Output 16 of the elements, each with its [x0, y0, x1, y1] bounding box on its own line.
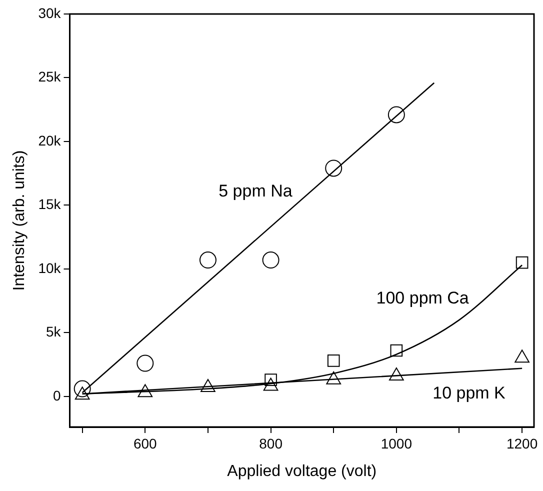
y-tick-label: 30k — [38, 4, 62, 21]
annotation: 100 ppm Ca — [376, 288, 470, 308]
y-tick-label: 25k — [38, 68, 62, 85]
x-tick-label: 600 — [133, 435, 158, 452]
y-tick-label: 0 — [52, 387, 61, 404]
annotation: 5 ppm Na — [218, 181, 293, 200]
y-tick-label: 20k — [38, 132, 62, 148]
x-tick-label: 800 — [259, 435, 283, 452]
y-axis-title: Intensity (arb. units) — [11, 150, 28, 291]
annotation: 10 ppm K — [432, 384, 506, 403]
y-tick-label: 15k — [38, 196, 62, 212]
x-axis-title: Applied voltage (volt) — [227, 462, 377, 480]
x-tick-label: 1200 — [506, 435, 538, 452]
x-tick-label: 1000 — [380, 435, 412, 452]
y-tick-label: 10k — [38, 260, 62, 276]
y-tick-label: 5k — [46, 324, 62, 340]
